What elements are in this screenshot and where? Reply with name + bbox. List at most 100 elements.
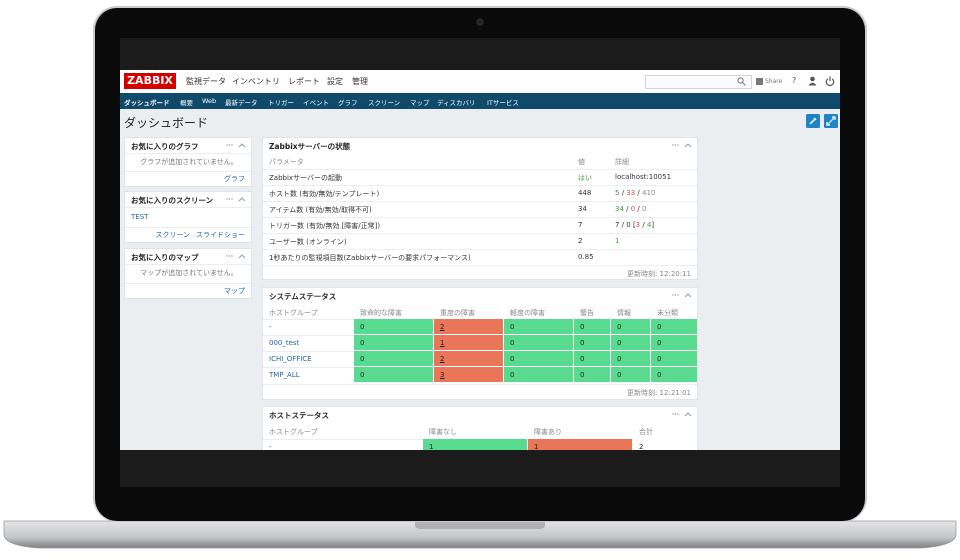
host-group[interactable]: - xyxy=(269,443,272,450)
sub-menu-item[interactable]: トリガー xyxy=(268,99,294,107)
detail-part: / xyxy=(623,205,631,213)
widget-links: スクリーン スライドショー xyxy=(149,230,245,240)
count[interactable]: 2 xyxy=(440,355,445,363)
parameter: Zabbixサーバーの起動 xyxy=(269,174,342,182)
parameter: アイテム数 (有効/無効/取得不可) xyxy=(269,206,372,214)
menu-item[interactable]: 監視データ xyxy=(186,77,226,86)
page-title: ダッシュボード xyxy=(124,116,209,130)
severity-cell: 0 xyxy=(651,335,697,351)
sub-menu-item[interactable]: ダッシュボード xyxy=(124,99,170,107)
widget-title: システムステータス xyxy=(269,292,337,301)
count: 1 xyxy=(429,443,434,450)
help-button[interactable]: ? xyxy=(792,76,797,85)
column-header: ホストグループ xyxy=(269,309,318,317)
logo[interactable]: ZABBIX xyxy=(124,73,176,89)
severity-cell: 0 xyxy=(354,351,434,367)
widget-title: Zabbixサーバーの状態 xyxy=(269,142,351,151)
detail-part: / xyxy=(619,189,627,197)
value: 2 xyxy=(578,237,583,245)
count: 2 xyxy=(639,443,644,450)
widget-controls[interactable] xyxy=(672,410,692,418)
count: 0 xyxy=(617,323,622,331)
detail-part: 3 xyxy=(635,221,641,229)
count: 0 xyxy=(360,339,365,347)
widget-controls[interactable] xyxy=(672,141,692,149)
host-group[interactable]: 000_test xyxy=(269,339,300,347)
logout-icon[interactable] xyxy=(825,76,835,86)
server-status-widget: Zabbixサーバーの状態 パラメータ 値 詳細 Zabbixサーバーの起動 はい loca… xyxy=(262,137,698,280)
count: 0 xyxy=(657,355,662,363)
host-group[interactable]: ICHI_OFFICE xyxy=(269,355,312,363)
sub-menu-item[interactable]: スクリーン xyxy=(368,99,401,107)
dashboard-buttons xyxy=(806,114,838,128)
widget-controls[interactable] xyxy=(226,141,246,149)
detail-part: / xyxy=(635,205,643,213)
detail-part: ] xyxy=(651,221,655,229)
share-link[interactable]: Share xyxy=(765,78,783,85)
count[interactable]: 1 xyxy=(440,339,445,347)
count[interactable]: 3 xyxy=(440,371,445,379)
host-group[interactable]: TMP_ALL xyxy=(269,371,300,379)
sub-menu-item[interactable]: イベント xyxy=(303,99,329,107)
hr xyxy=(125,283,251,284)
sub-menu-item[interactable]: 概要 xyxy=(180,99,193,107)
search-box[interactable] xyxy=(645,75,752,89)
widget-link[interactable]: スクリーン xyxy=(155,231,190,239)
parameter: トリガー数 (有効/無効 [障害/正常]) xyxy=(269,222,381,230)
count: 0 xyxy=(580,355,585,363)
widget-link[interactable]: スライドショー xyxy=(196,231,245,239)
column-header: 未分類 xyxy=(657,309,678,317)
severity-cell: 0 xyxy=(611,367,651,383)
sub-menu-item[interactable]: ITサービス xyxy=(487,99,519,107)
severity-cell[interactable]: 1 xyxy=(434,335,504,351)
parameter: 1秒あたりの監視項目数(Zabbixサーバーの要求パフォーマンス) xyxy=(269,254,471,262)
screen: ZABBIX 監視データ インベントリ レポート 設定 管理 Share ? ダッシュボ… xyxy=(120,38,840,487)
widget-link[interactable]: グラフ xyxy=(224,175,245,183)
menu-item[interactable]: インベントリ xyxy=(232,77,280,86)
severity-cell: 0 xyxy=(611,335,651,351)
favorite-item[interactable]: TEST xyxy=(131,213,149,221)
sub-menu-item[interactable]: Web xyxy=(202,97,217,105)
menu-item[interactable]: 設定 xyxy=(327,77,343,86)
share-icon[interactable] xyxy=(756,78,763,85)
user-icon[interactable] xyxy=(808,76,817,86)
sub-menu-item[interactable]: グラフ xyxy=(338,99,358,107)
favorites-widget: お気に入りのグラフ グラフが追加されていません。 グラフ xyxy=(124,137,252,187)
detail-part: 4 xyxy=(646,221,652,229)
column-header: 情報 xyxy=(617,309,631,317)
hr xyxy=(263,384,697,385)
widget-link[interactable]: マップ xyxy=(224,287,245,295)
detail: localhost:10051 xyxy=(615,173,671,181)
parameter: ユーザー数 (オンライン) xyxy=(269,238,347,246)
value: 34 xyxy=(578,205,587,213)
sub-menu-item[interactable]: ディスカバリ xyxy=(437,99,476,107)
severity-cell[interactable]: 2 xyxy=(434,319,504,335)
host-group[interactable]: - xyxy=(269,323,272,331)
sub-menu-item[interactable]: マップ xyxy=(410,99,430,107)
widget-controls[interactable] xyxy=(226,252,246,260)
severity-cell[interactable]: 2 xyxy=(434,351,504,367)
sub-menu-item[interactable]: 最新データ xyxy=(225,99,258,107)
count: 0 xyxy=(580,339,585,347)
detail-part: 0 xyxy=(630,205,636,213)
widget-controls[interactable] xyxy=(672,291,692,299)
count: 0 xyxy=(657,339,662,347)
hr xyxy=(125,264,251,265)
widget-title: お気に入りのスクリーン xyxy=(131,196,214,205)
count: 0 xyxy=(657,371,662,379)
detail: 5 / 33 / 410 xyxy=(615,189,655,197)
count[interactable]: 2 xyxy=(440,323,445,331)
header: ZABBIX 監視データ インベントリ レポート 設定 管理 Share ? xyxy=(120,70,840,93)
widget-controls[interactable] xyxy=(226,195,246,203)
value: 448 xyxy=(578,189,592,197)
detail-part: 1 xyxy=(615,237,620,245)
value: 0.85 xyxy=(578,253,594,261)
severity-cell: 0 xyxy=(574,367,611,383)
detail: 1 xyxy=(615,237,619,245)
menu-item[interactable]: 管理 xyxy=(352,77,368,86)
search-icon[interactable] xyxy=(737,77,746,86)
severity-cell[interactable]: 3 xyxy=(434,367,504,383)
hr xyxy=(263,169,697,170)
count: 0 xyxy=(657,323,662,331)
menu-item[interactable]: レポート xyxy=(288,77,320,86)
